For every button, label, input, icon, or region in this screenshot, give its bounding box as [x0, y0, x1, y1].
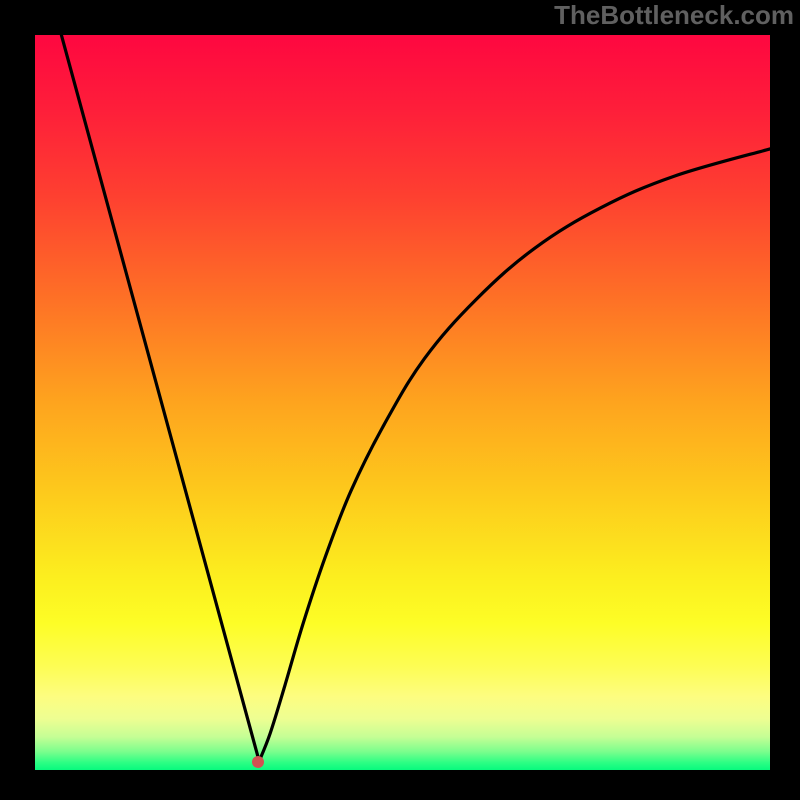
watermark-text: TheBottleneck.com [554, 0, 794, 31]
minimum-marker [252, 756, 264, 768]
bottleneck-curve [35, 35, 770, 770]
plot-area [35, 35, 770, 770]
chart-frame: TheBottleneck.com [0, 0, 800, 800]
